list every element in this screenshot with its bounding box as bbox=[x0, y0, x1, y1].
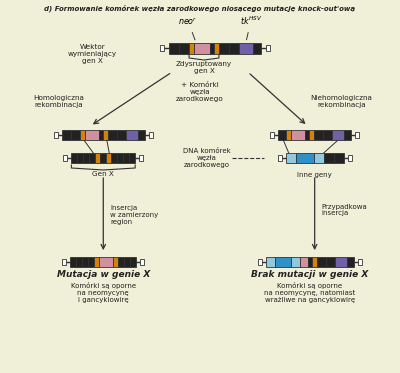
Bar bbox=[355, 132, 359, 138]
Bar bbox=[88, 257, 94, 267]
Bar bbox=[317, 257, 326, 267]
Bar bbox=[80, 130, 85, 140]
Text: d) Formowanie komórek węzła zarodkowego niosącego mutację knock-out'ową: d) Formowanie komórek węzła zarodkowego … bbox=[44, 5, 356, 13]
Bar bbox=[314, 130, 323, 140]
Bar bbox=[312, 257, 317, 267]
Bar bbox=[94, 257, 99, 267]
Bar bbox=[118, 257, 124, 267]
Text: Wektor
wymieniający
gen X: Wektor wymieniający gen X bbox=[68, 44, 117, 64]
Text: neo$^r$: neo$^r$ bbox=[178, 15, 198, 40]
Bar bbox=[95, 153, 100, 163]
Text: Zdysruptowany
gen X: Zdysruptowany gen X bbox=[176, 61, 232, 74]
Bar bbox=[160, 45, 164, 51]
Bar bbox=[305, 130, 309, 140]
Bar bbox=[169, 43, 179, 53]
Bar bbox=[314, 153, 324, 163]
Bar bbox=[326, 257, 335, 267]
Bar bbox=[214, 43, 219, 53]
Bar bbox=[83, 153, 89, 163]
Bar bbox=[335, 257, 346, 267]
Bar bbox=[286, 153, 296, 163]
Text: Gen X: Gen X bbox=[92, 171, 114, 177]
Text: $tk^{HSV}$: $tk^{HSV}$ bbox=[240, 15, 262, 40]
Bar bbox=[323, 130, 332, 140]
Bar bbox=[140, 259, 144, 265]
Bar bbox=[126, 130, 138, 140]
Bar bbox=[291, 257, 300, 267]
Bar bbox=[63, 155, 67, 161]
Text: Homologiczna
rekombinacja: Homologiczna rekombinacja bbox=[33, 95, 84, 108]
Bar bbox=[82, 257, 88, 267]
Bar bbox=[334, 153, 344, 163]
Bar bbox=[324, 153, 334, 163]
Bar bbox=[179, 43, 189, 53]
Bar bbox=[124, 257, 130, 267]
Bar bbox=[210, 43, 214, 53]
Bar bbox=[194, 43, 210, 53]
Bar bbox=[229, 43, 239, 53]
Bar bbox=[113, 257, 118, 267]
Bar bbox=[62, 130, 71, 140]
Text: Niehomologiczna
rekombinacja: Niehomologiczna rekombinacja bbox=[311, 95, 372, 108]
Bar bbox=[123, 153, 129, 163]
Bar bbox=[117, 153, 123, 163]
Bar bbox=[100, 153, 106, 163]
Bar bbox=[103, 130, 108, 140]
Bar bbox=[300, 257, 308, 267]
Bar bbox=[62, 259, 66, 265]
Bar bbox=[106, 153, 111, 163]
Bar bbox=[85, 130, 99, 140]
Bar bbox=[346, 257, 354, 267]
Text: Brak mutacji w genie X: Brak mutacji w genie X bbox=[251, 270, 368, 279]
Bar bbox=[71, 153, 77, 163]
Bar bbox=[130, 257, 136, 267]
Bar bbox=[77, 153, 83, 163]
Bar bbox=[76, 257, 82, 267]
Bar bbox=[138, 130, 145, 140]
Bar bbox=[89, 153, 95, 163]
Bar bbox=[278, 130, 286, 140]
Bar bbox=[332, 130, 344, 140]
Text: Komórki są oporne
na neomycynę, natomiast
wrażliwe na gancyklowirę: Komórki są oporne na neomycynę, natomias… bbox=[264, 282, 355, 303]
Bar bbox=[108, 130, 117, 140]
Bar bbox=[291, 130, 305, 140]
Bar bbox=[111, 153, 117, 163]
Bar bbox=[308, 257, 312, 267]
Bar bbox=[99, 257, 113, 267]
Bar bbox=[253, 43, 261, 53]
Bar bbox=[99, 130, 103, 140]
Bar bbox=[139, 155, 143, 161]
Bar bbox=[258, 259, 262, 265]
Bar bbox=[71, 130, 80, 140]
Bar bbox=[344, 130, 351, 140]
Text: + Komórki
węzła
zarodkowego: + Komórki węzła zarodkowego bbox=[176, 82, 224, 102]
Bar bbox=[70, 257, 76, 267]
Bar bbox=[219, 43, 229, 53]
Bar bbox=[270, 132, 274, 138]
Text: Mutacja w genie X: Mutacja w genie X bbox=[56, 270, 150, 279]
Bar bbox=[278, 155, 282, 161]
Text: Insercja
w zamierzony
region: Insercja w zamierzony region bbox=[110, 205, 158, 225]
Bar bbox=[149, 132, 153, 138]
Bar bbox=[286, 130, 291, 140]
Bar bbox=[129, 153, 135, 163]
Text: Inne geny: Inne geny bbox=[297, 172, 332, 178]
Bar bbox=[189, 43, 194, 53]
Bar bbox=[358, 259, 362, 265]
Bar bbox=[239, 43, 253, 53]
Bar bbox=[54, 132, 58, 138]
Bar bbox=[117, 130, 126, 140]
Text: Przypadkowa
insercja: Przypadkowa insercja bbox=[322, 204, 368, 216]
Bar bbox=[309, 130, 314, 140]
Bar bbox=[275, 257, 291, 267]
Bar bbox=[266, 257, 275, 267]
Text: DNA komórek
węzła
zarodkowego: DNA komórek węzła zarodkowego bbox=[183, 148, 231, 168]
Bar bbox=[266, 45, 270, 51]
Bar bbox=[348, 155, 352, 161]
Bar bbox=[296, 153, 314, 163]
Text: Komórki są oporne
na neomycynę
i gancyklowirę: Komórki są oporne na neomycynę i gancykl… bbox=[71, 282, 136, 303]
